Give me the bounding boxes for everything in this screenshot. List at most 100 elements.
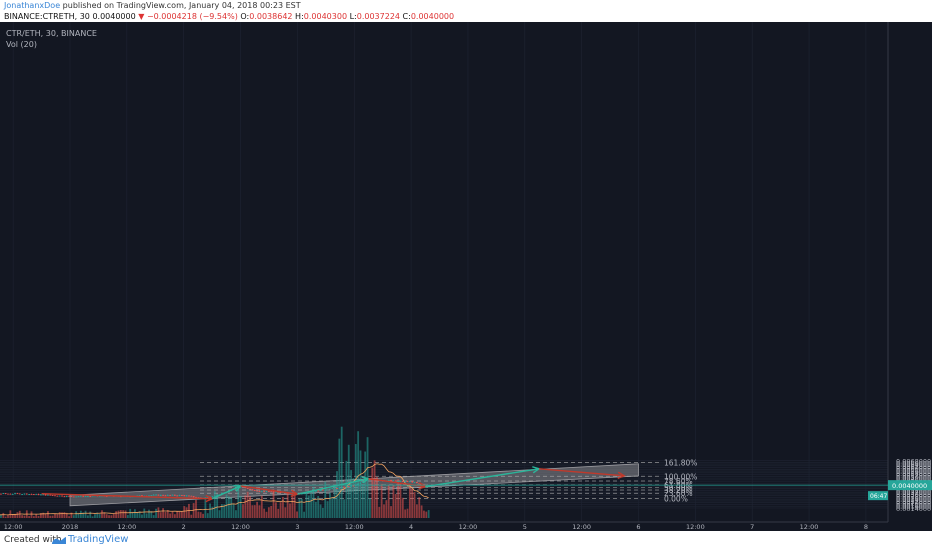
candle (138, 495, 141, 497)
volume-bar (202, 513, 204, 518)
publish-header: JonathanxDoe published on TradingView.co… (0, 0, 932, 22)
volume-bar (199, 512, 202, 518)
volume-bar (329, 492, 331, 518)
y-tick-label: 0.0068000 (896, 458, 931, 466)
volume-bar (138, 511, 141, 518)
volume-bar (0, 514, 2, 518)
down-triangle-icon: ▼ (138, 12, 145, 21)
volume-bar (298, 498, 301, 518)
volume-bar (40, 513, 42, 518)
volume-bar (296, 511, 298, 518)
volume-bar (322, 507, 324, 518)
candle (333, 488, 336, 489)
candle (2, 493, 5, 495)
volume-bar (84, 510, 87, 518)
current-price-tag (888, 480, 932, 491)
volume-bar (91, 516, 94, 518)
volume-bar (68, 516, 70, 518)
candle (23, 493, 26, 495)
candle (11, 493, 14, 495)
volume-bar (244, 495, 247, 518)
volume-bar (390, 506, 392, 518)
candle (75, 496, 78, 498)
volume-bar (98, 514, 101, 518)
volume-bar (371, 467, 374, 518)
volume-bar (164, 511, 167, 518)
volume-bar (176, 511, 179, 518)
high-label: H: (295, 12, 304, 21)
volume-bar (324, 481, 327, 518)
volume-bar (108, 515, 110, 518)
volume-bar (117, 510, 120, 518)
fib-level-label: 0.00% (664, 495, 688, 504)
volume-bar (242, 504, 244, 518)
candle (251, 489, 254, 491)
volume-bar (359, 450, 362, 518)
candle (392, 480, 395, 482)
countdown-tag (868, 491, 888, 501)
down-arrow (240, 485, 298, 495)
candle (14, 493, 16, 495)
candle (192, 496, 195, 498)
candle (42, 494, 45, 496)
volume-bar (364, 451, 367, 518)
high-value: 0.0040300 (303, 12, 348, 21)
volume-bar (416, 504, 418, 518)
volume-bar (110, 515, 113, 518)
volume-bar (96, 512, 99, 518)
price-chart[interactable]: 161.80%100.00%78.60%61.80%50.00%38.20%23… (0, 22, 932, 531)
volume-bar (155, 508, 157, 518)
y-tick-label: 0.0066000 (896, 459, 931, 467)
created-with-text: Created with (4, 535, 62, 545)
candle (164, 495, 167, 497)
volume-bar (317, 496, 320, 518)
volume-bar (350, 470, 352, 518)
candle (244, 487, 247, 489)
volume-bar (70, 512, 73, 518)
candle (357, 483, 360, 485)
volume-bar (14, 513, 16, 518)
candle (338, 487, 341, 489)
volume-bar (63, 512, 66, 518)
volume-bar (378, 506, 381, 518)
x-tick-label: 12:00 (231, 523, 250, 531)
volume-bar (124, 510, 127, 518)
x-tick-label: 6 (636, 523, 640, 531)
volume-bar (72, 515, 75, 518)
volume-bar (303, 511, 305, 518)
fib-level-label: 78.60% (664, 477, 693, 486)
volume-bar (277, 508, 280, 518)
candle (347, 486, 350, 488)
up-arrow (211, 485, 241, 500)
volume-bar (239, 496, 242, 518)
candle (404, 481, 407, 482)
candle (176, 495, 179, 497)
volume-bar (37, 515, 40, 518)
volume-bar (423, 510, 425, 518)
volume-bar (385, 500, 388, 518)
volume-bar (23, 515, 26, 518)
indicator-label[interactable]: Vol (20) (6, 40, 37, 49)
y-tick-label: 0.0018000 (896, 501, 931, 509)
y-tick-label: 0.0032000 (896, 489, 931, 497)
volume-bar (169, 513, 172, 518)
volume-bar (312, 486, 315, 518)
candle (423, 484, 425, 486)
volume-bar (204, 498, 207, 518)
candle (173, 494, 176, 496)
volume-bar (413, 492, 416, 518)
volume-bar (47, 511, 49, 518)
volume-bar (171, 511, 174, 518)
volume-bar (369, 498, 371, 518)
volume-bar (220, 504, 223, 518)
author-link[interactable]: JonathanxDoe (4, 1, 61, 10)
candle (44, 494, 47, 496)
candle (89, 496, 92, 497)
open-label: O: (240, 12, 250, 21)
arrow-layer (41, 466, 626, 503)
y-tick-label: 0.0054000 (896, 470, 931, 478)
ohlc-line: BINANCE:CTRETH, 30 0.0040000 ▼ −0.000421… (4, 12, 454, 21)
up-arrow (297, 477, 369, 495)
tradingview-brand[interactable]: TradingView (68, 534, 129, 545)
volume-bar (246, 491, 249, 518)
